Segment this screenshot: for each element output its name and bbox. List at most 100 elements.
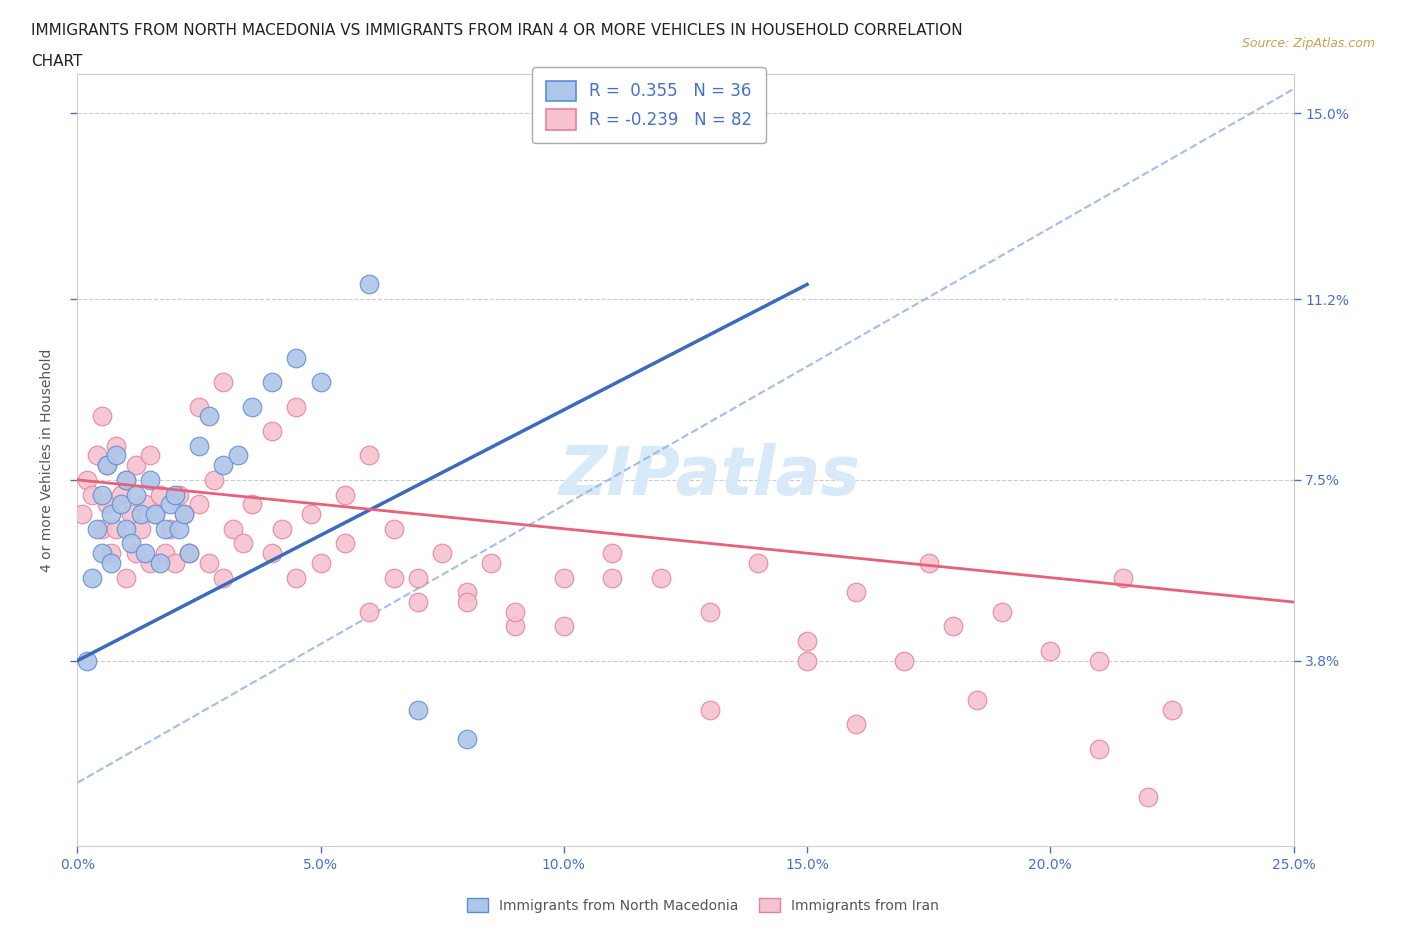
Point bbox=[134, 546, 156, 561]
Point bbox=[602, 546, 624, 561]
Point bbox=[309, 555, 332, 570]
Point bbox=[80, 487, 103, 502]
Point bbox=[153, 522, 176, 537]
Point bbox=[699, 604, 721, 619]
Point bbox=[747, 555, 769, 570]
Point bbox=[232, 536, 254, 551]
Point bbox=[90, 487, 112, 502]
Point bbox=[105, 438, 128, 453]
Point bbox=[1136, 790, 1159, 804]
Point bbox=[270, 522, 292, 537]
Point bbox=[553, 619, 575, 634]
Point bbox=[285, 399, 308, 414]
Point bbox=[382, 522, 405, 537]
Point bbox=[105, 522, 128, 537]
Legend: R =  0.355   N = 36, R = -0.239   N = 82: R = 0.355 N = 36, R = -0.239 N = 82 bbox=[533, 67, 765, 143]
Point bbox=[115, 570, 138, 585]
Point bbox=[120, 507, 142, 522]
Point bbox=[76, 653, 98, 668]
Point bbox=[406, 570, 429, 585]
Point bbox=[382, 570, 405, 585]
Point bbox=[129, 507, 152, 522]
Point bbox=[845, 585, 868, 600]
Point bbox=[918, 555, 941, 570]
Point bbox=[260, 375, 283, 390]
Point bbox=[456, 594, 478, 609]
Point bbox=[96, 458, 118, 472]
Point bbox=[96, 458, 118, 472]
Point bbox=[139, 472, 162, 487]
Point bbox=[333, 536, 356, 551]
Point bbox=[456, 585, 478, 600]
Point bbox=[197, 409, 219, 424]
Legend: Immigrants from North Macedonia, Immigrants from Iran: Immigrants from North Macedonia, Immigra… bbox=[461, 893, 945, 919]
Point bbox=[80, 570, 103, 585]
Point bbox=[699, 702, 721, 717]
Point bbox=[143, 507, 166, 522]
Point bbox=[188, 399, 211, 414]
Point bbox=[86, 522, 108, 537]
Point bbox=[212, 375, 235, 390]
Point bbox=[1088, 741, 1111, 756]
Point bbox=[159, 497, 181, 512]
Point bbox=[226, 448, 249, 463]
Point bbox=[163, 555, 186, 570]
Point bbox=[299, 507, 322, 522]
Point bbox=[285, 351, 308, 365]
Point bbox=[125, 487, 148, 502]
Text: ZIPatlas: ZIPatlas bbox=[558, 443, 860, 509]
Point bbox=[285, 570, 308, 585]
Point bbox=[188, 497, 211, 512]
Point bbox=[242, 399, 264, 414]
Point bbox=[120, 536, 142, 551]
Point bbox=[602, 570, 624, 585]
Point bbox=[188, 438, 211, 453]
Point bbox=[96, 497, 118, 512]
Point bbox=[90, 546, 112, 561]
Point bbox=[163, 487, 186, 502]
Point bbox=[893, 653, 915, 668]
Point bbox=[359, 277, 381, 292]
Point bbox=[197, 555, 219, 570]
Point bbox=[143, 507, 166, 522]
Point bbox=[169, 522, 191, 537]
Point bbox=[1112, 570, 1135, 585]
Point bbox=[942, 619, 965, 634]
Point bbox=[503, 619, 526, 634]
Point bbox=[153, 546, 176, 561]
Point bbox=[406, 702, 429, 717]
Point bbox=[966, 692, 988, 707]
Point bbox=[139, 448, 162, 463]
Text: IMMIGRANTS FROM NORTH MACEDONIA VS IMMIGRANTS FROM IRAN 4 OR MORE VEHICLES IN HO: IMMIGRANTS FROM NORTH MACEDONIA VS IMMIG… bbox=[31, 23, 963, 38]
Point bbox=[110, 497, 132, 512]
Point bbox=[359, 448, 381, 463]
Point bbox=[222, 522, 245, 537]
Point bbox=[86, 448, 108, 463]
Point bbox=[110, 487, 132, 502]
Point bbox=[179, 546, 201, 561]
Point bbox=[173, 507, 195, 522]
Point bbox=[125, 546, 148, 561]
Point bbox=[179, 546, 201, 561]
Point bbox=[359, 604, 381, 619]
Point bbox=[432, 546, 454, 561]
Point bbox=[90, 409, 112, 424]
Point bbox=[1039, 644, 1062, 658]
Point bbox=[845, 717, 868, 732]
Point bbox=[553, 570, 575, 585]
Point bbox=[159, 522, 181, 537]
Point bbox=[990, 604, 1012, 619]
Y-axis label: 4 or more Vehicles in Household: 4 or more Vehicles in Household bbox=[41, 349, 55, 572]
Point bbox=[650, 570, 672, 585]
Point bbox=[796, 633, 818, 648]
Point bbox=[202, 472, 225, 487]
Point bbox=[1161, 702, 1184, 717]
Point bbox=[242, 497, 264, 512]
Point bbox=[105, 448, 128, 463]
Point bbox=[129, 522, 152, 537]
Point bbox=[100, 546, 122, 561]
Point bbox=[333, 487, 356, 502]
Point bbox=[456, 731, 478, 746]
Text: Source: ZipAtlas.com: Source: ZipAtlas.com bbox=[1241, 37, 1375, 50]
Point bbox=[260, 423, 283, 438]
